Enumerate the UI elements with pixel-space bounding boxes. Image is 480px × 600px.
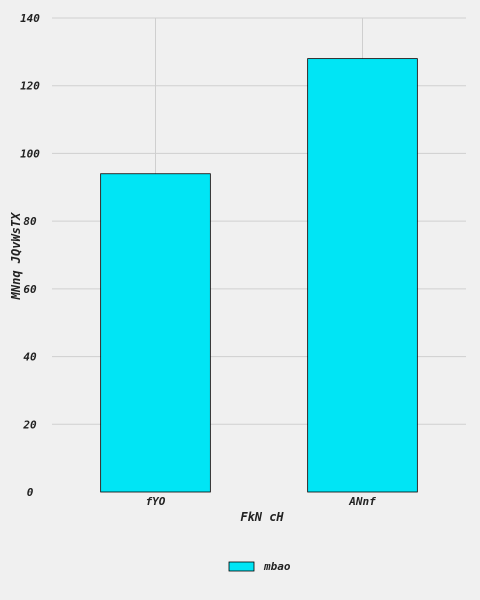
y-tick-label: 0 [27, 486, 34, 499]
bar [307, 58, 418, 493]
y-tick-label: 40 [23, 351, 37, 364]
x-tick-label: fYO [146, 495, 166, 508]
x-axis-label: FkN cH [240, 510, 284, 524]
y-tick-label: 20 [22, 418, 37, 431]
y-tick-label: 140 [20, 12, 40, 25]
y-tick-label: 100 [20, 147, 40, 160]
bar [100, 173, 211, 493]
y-tick-labels: 0 20 40 60 80 100 120 140 [20, 12, 40, 499]
legend: mbao [228, 560, 291, 573]
bars [100, 58, 418, 493]
y-axis-label: MNnq JQvWsTX [9, 212, 23, 300]
y-tick-label: 60 [23, 283, 37, 296]
y-tick-label: 80 [23, 215, 37, 228]
legend-label: mbao [263, 560, 291, 573]
y-tick-label: 120 [20, 80, 40, 93]
legend-swatch [228, 561, 255, 572]
x-tick-label: ANnf [348, 495, 376, 508]
x-tick-labels: fYO ANnf [146, 495, 377, 508]
